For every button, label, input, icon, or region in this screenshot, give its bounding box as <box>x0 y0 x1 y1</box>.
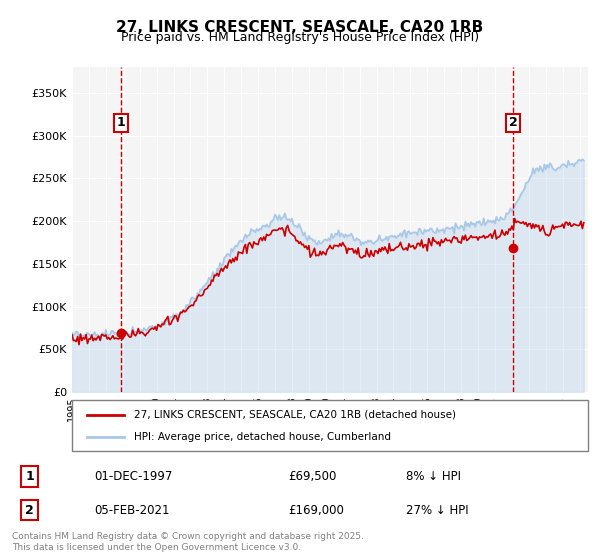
Text: Price paid vs. HM Land Registry's House Price Index (HPI): Price paid vs. HM Land Registry's House … <box>121 31 479 44</box>
Text: 27% ↓ HPI: 27% ↓ HPI <box>406 503 469 517</box>
Text: 1: 1 <box>117 116 126 129</box>
FancyBboxPatch shape <box>72 400 588 451</box>
Text: 27, LINKS CRESCENT, SEASCALE, CA20 1RB (detached house): 27, LINKS CRESCENT, SEASCALE, CA20 1RB (… <box>134 409 456 419</box>
Text: 05-FEB-2021: 05-FEB-2021 <box>94 503 170 517</box>
Text: 01-DEC-1997: 01-DEC-1997 <box>94 470 173 483</box>
Text: £69,500: £69,500 <box>288 470 337 483</box>
Text: 1: 1 <box>25 470 34 483</box>
Text: 2: 2 <box>25 503 34 517</box>
Text: 8% ↓ HPI: 8% ↓ HPI <box>406 470 461 483</box>
Text: Contains HM Land Registry data © Crown copyright and database right 2025.
This d: Contains HM Land Registry data © Crown c… <box>12 532 364 552</box>
Text: HPI: Average price, detached house, Cumberland: HPI: Average price, detached house, Cumb… <box>134 432 391 442</box>
Text: 27, LINKS CRESCENT, SEASCALE, CA20 1RB: 27, LINKS CRESCENT, SEASCALE, CA20 1RB <box>116 20 484 35</box>
Text: £169,000: £169,000 <box>288 503 344 517</box>
Text: 2: 2 <box>509 116 518 129</box>
